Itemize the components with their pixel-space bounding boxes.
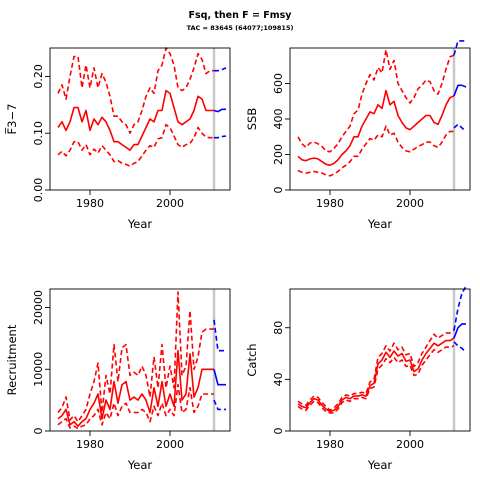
- y-tick-label: 80: [272, 321, 285, 335]
- panel-ssb: 1980 2000 0 200 400 600 Year SSB: [245, 40, 471, 231]
- series-projection: [213, 108, 226, 113]
- series-estimate: [57, 89, 214, 151]
- y-axis-label: SSB: [245, 108, 259, 131]
- series-projection: [213, 369, 226, 386]
- series-estimate: [297, 89, 455, 166]
- x-tick-label: 2000: [156, 197, 184, 210]
- panel-fbar: 1980 2000 0.00 0.10 0.20 Year F̅3−7: [4, 47, 231, 231]
- series-upper: [297, 48, 455, 153]
- series-estimate: [57, 349, 214, 427]
- series-projection-lower: [453, 123, 467, 133]
- y-axis-label: F̅3−7: [4, 104, 19, 135]
- plot-frame: [49, 288, 231, 432]
- series-projection-upper: [453, 40, 466, 56]
- series-lower: [57, 383, 214, 430]
- x-axis-label: Year: [367, 217, 393, 231]
- x-tick-label: 1980: [316, 438, 344, 451]
- x-tick-label: 2000: [396, 438, 424, 451]
- y-tick-label: 0.20: [32, 64, 45, 89]
- y-tick-label: 0: [272, 187, 285, 194]
- y-tick-label: 400: [272, 109, 285, 130]
- y-tick-label: 0.10: [32, 121, 45, 146]
- y-tick-label: 20000: [32, 290, 45, 325]
- plot-frame: [289, 288, 471, 432]
- series-projection-upper: [214, 67, 227, 72]
- x-axis-label: Year: [367, 458, 393, 472]
- x-tick-label: 1980: [76, 197, 104, 210]
- series-projection-upper: [213, 319, 226, 352]
- x-axis-label: Year: [127, 458, 153, 472]
- plot-frame: [49, 47, 231, 191]
- series-upper: [57, 47, 214, 134]
- series-lower: [297, 345, 455, 414]
- y-axis-label: Catch: [245, 343, 259, 376]
- series-projection-lower: [214, 135, 227, 139]
- y-tick-label: 600: [272, 73, 285, 94]
- y-tick-label: 10000: [32, 352, 45, 387]
- x-tick-label: 1980: [316, 197, 344, 210]
- figure-title: Fsq, then F = Fmsy: [188, 10, 292, 21]
- series-projection-upper: [453, 285, 467, 331]
- x-tick-label: 2000: [156, 438, 184, 451]
- series-lower: [297, 125, 454, 177]
- y-tick-label: 0.00: [32, 178, 45, 203]
- x-tick-label: 1980: [76, 438, 104, 451]
- y-tick-label: 40: [272, 372, 285, 386]
- series-lower: [57, 123, 214, 167]
- y-tick-label: 0: [32, 428, 45, 435]
- panel-catch: 1980 2000 0 40 80 Year Catch: [245, 285, 471, 472]
- series-upper: [57, 291, 214, 423]
- y-tick-label: 200: [272, 144, 285, 165]
- x-axis-label: Year: [127, 217, 153, 231]
- series-projection-lower: [453, 341, 467, 353]
- series-projection: [453, 84, 467, 97]
- series-upper: [297, 329, 455, 412]
- series-projection-lower: [213, 399, 226, 411]
- series-estimate: [297, 337, 455, 413]
- x-tick-label: 2000: [396, 197, 424, 210]
- y-axis-label: Recruitment: [5, 324, 19, 395]
- y-tick-label: 0: [272, 428, 285, 435]
- series-projection: [453, 323, 466, 339]
- figure-subtitle: TAC = 83645 (64077;109815): [186, 24, 294, 32]
